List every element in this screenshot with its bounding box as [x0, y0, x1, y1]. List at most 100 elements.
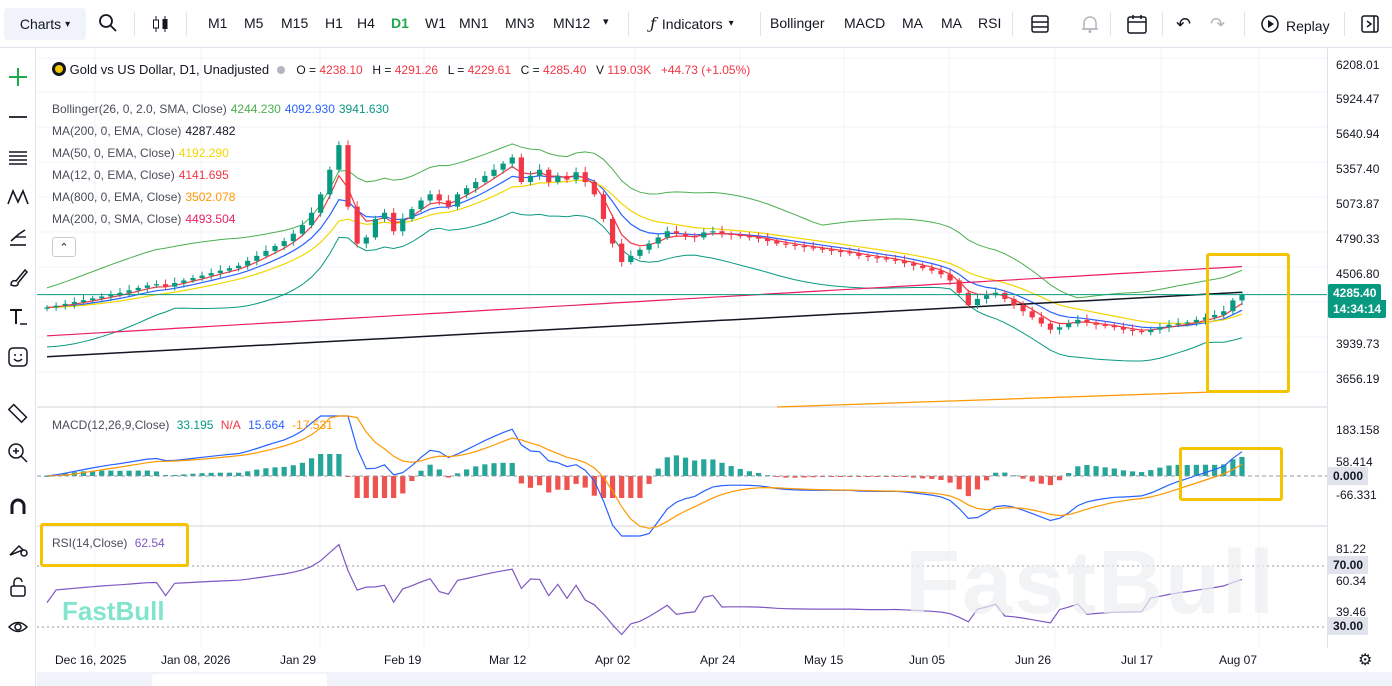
- candle-body: [810, 247, 816, 249]
- settings-gear-icon[interactable]: ⚙: [1358, 652, 1373, 669]
- macd-histogram-bar: [901, 476, 908, 477]
- candle-body: [591, 182, 597, 195]
- candle-body: [828, 249, 835, 251]
- candle-type-icon[interactable]: [150, 13, 172, 38]
- candle-body: [637, 249, 643, 256]
- layout-icon[interactable]: [1030, 14, 1050, 39]
- macd-histogram-bar: [728, 466, 734, 476]
- indicator-legend-row[interactable]: MA(50, 0, EMA, Close) 4192.290: [52, 146, 233, 160]
- zoom-in-icon[interactable]: [5, 440, 31, 466]
- price-chart[interactable]: [37, 48, 1327, 648]
- macd-histogram-bar: [1148, 470, 1154, 476]
- macd-histogram-bar: [573, 476, 579, 484]
- visibility-eye-icon[interactable]: [5, 614, 31, 640]
- timeframe-mn1[interactable]: MN1: [459, 15, 489, 31]
- ruler-icon[interactable]: [5, 400, 31, 426]
- price-axis[interactable]: 6208.01 5924.47 5640.94 5357.40 5073.87 4790.…: [1327, 48, 1392, 648]
- drawing-toolbar: [0, 48, 36, 686]
- time-tick-label: Feb 19: [384, 653, 422, 667]
- candle-body: [418, 200, 424, 210]
- timeframe-d1[interactable]: D1: [391, 15, 409, 31]
- open-label: O: [296, 63, 306, 77]
- timeframe-dropdown-icon[interactable]: ▾: [603, 16, 609, 28]
- lock-drawing-icon[interactable]: [5, 534, 31, 560]
- highlight-box-rsi: [40, 523, 189, 567]
- price-tick-label: 5640.94: [1336, 127, 1380, 141]
- timeframe-mn12[interactable]: MN12: [553, 15, 591, 31]
- timeframe-h1[interactable]: H1: [325, 15, 343, 31]
- charts-menu-button[interactable]: Charts ▾: [4, 8, 86, 40]
- redo-icon[interactable]: ↷: [1210, 14, 1226, 34]
- macd-histogram-bar: [427, 464, 433, 476]
- top-toolbar: Charts ▾ M1 M5 M15 H1 H4 D1 W1 MN1 MN3 MN12 ▾ ƒ I…: [0, 0, 1392, 48]
- macd-histogram-bar: [993, 472, 999, 476]
- search-icon[interactable]: [98, 13, 118, 36]
- indicator-legend-row[interactable]: Bollinger(26, 0, 2.0, SMA, Close) 4244.23…: [52, 102, 393, 116]
- macd-histogram-bar: [245, 471, 251, 476]
- time-axis[interactable]: Dec 16, 2025 Jan 08, 2026 Jan 29 Feb 19 Mar …: [37, 648, 1327, 672]
- macd-histogram-bar: [892, 476, 898, 477]
- quick-indicator-macd-1[interactable]: MACD: [844, 15, 886, 31]
- macd-histogram-bar: [1120, 470, 1127, 476]
- calendar-icon[interactable]: [1126, 13, 1148, 40]
- timeframe-mn3[interactable]: MN3: [505, 15, 535, 31]
- magnet-icon[interactable]: [5, 494, 31, 520]
- candle-body: [1029, 311, 1035, 318]
- close-value: 4285.40: [543, 63, 587, 77]
- quick-indicator-rsi-4[interactable]: RSI: [978, 15, 1002, 31]
- macd-histogram-bar: [153, 471, 160, 476]
- candle-body: [162, 284, 169, 287]
- candle-body: [281, 241, 287, 247]
- timeframe-m15[interactable]: M15: [281, 15, 309, 31]
- collapse-legend-button[interactable]: ⌃: [52, 237, 76, 257]
- timeframe-h4[interactable]: H4: [357, 15, 375, 31]
- crosshair-icon[interactable]: [5, 64, 31, 90]
- replay-label: Replay: [1286, 17, 1330, 34]
- timeframe-m5[interactable]: M5: [244, 15, 264, 31]
- watermark-large: FastBull: [905, 532, 1276, 635]
- time-tick-label: May 15: [804, 653, 844, 667]
- alert-icon[interactable]: [1079, 13, 1101, 40]
- macd-histogram-bar: [454, 473, 461, 476]
- panel-toggle-icon[interactable]: [1360, 14, 1380, 39]
- indicator-legend-row[interactable]: MA(800, 0, EMA, Close) 3502.078: [52, 190, 239, 204]
- pattern-icon[interactable]: [5, 184, 31, 210]
- macd-histogram-bar: [1084, 464, 1090, 476]
- quick-indicator-ma-3[interactable]: MA: [941, 15, 962, 31]
- time-tick-label: Aug 07: [1219, 653, 1258, 667]
- macd-histogram-bar: [208, 472, 214, 476]
- price-tick-label: 5924.47: [1336, 92, 1380, 106]
- indicator-legend-row[interactable]: MA(200, 0, EMA, Close) 4287.482: [52, 124, 239, 138]
- bottom-tab[interactable]: [152, 674, 327, 686]
- indicator-legend-row[interactable]: MA(12, 0, EMA, Close) 4141.695: [52, 168, 233, 182]
- macd-histogram-bar: [1038, 476, 1044, 484]
- macd-histogram-bar: [628, 476, 634, 498]
- indicators-label: Indicators: [661, 15, 723, 32]
- horizontal-lines-icon[interactable]: [5, 144, 31, 170]
- quick-indicator-bollinger-0[interactable]: Bollinger: [770, 15, 825, 31]
- candle-body: [938, 270, 944, 275]
- indicator-legend-row[interactable]: MA(200, 0, SMA, Close) 4493.504: [52, 212, 239, 226]
- macd-histogram-bar: [318, 454, 324, 476]
- replay-button[interactable]: Replay: [1260, 14, 1330, 37]
- candle-body: [354, 206, 360, 244]
- low-value: 4229.61: [467, 63, 512, 77]
- bottom-panel-bar: [37, 672, 1392, 686]
- text-tool-icon[interactable]: [5, 304, 31, 330]
- macd-histogram-bar: [254, 469, 260, 476]
- undo-icon[interactable]: ↶: [1176, 14, 1192, 34]
- fib-icon[interactable]: [5, 224, 31, 250]
- timeframe-m1[interactable]: M1: [208, 15, 228, 31]
- emoji-icon[interactable]: [5, 344, 31, 370]
- highlight-box-macd: [1179, 447, 1283, 501]
- indicators-button[interactable]: ƒ Indicators ▾: [650, 14, 734, 33]
- brush-icon[interactable]: [5, 264, 31, 290]
- divider: [186, 12, 187, 36]
- trend-line-icon[interactable]: [5, 104, 31, 130]
- symbol-title: Gold vs US Dollar, D1, Unadjusted: [69, 62, 270, 77]
- timeframe-w1[interactable]: W1: [425, 15, 446, 31]
- lock-icon[interactable]: [5, 574, 31, 600]
- quick-indicator-ma-2[interactable]: MA: [902, 15, 923, 31]
- macd-histogram-bar: [1221, 464, 1227, 476]
- macd-histogram-bar: [108, 470, 114, 476]
